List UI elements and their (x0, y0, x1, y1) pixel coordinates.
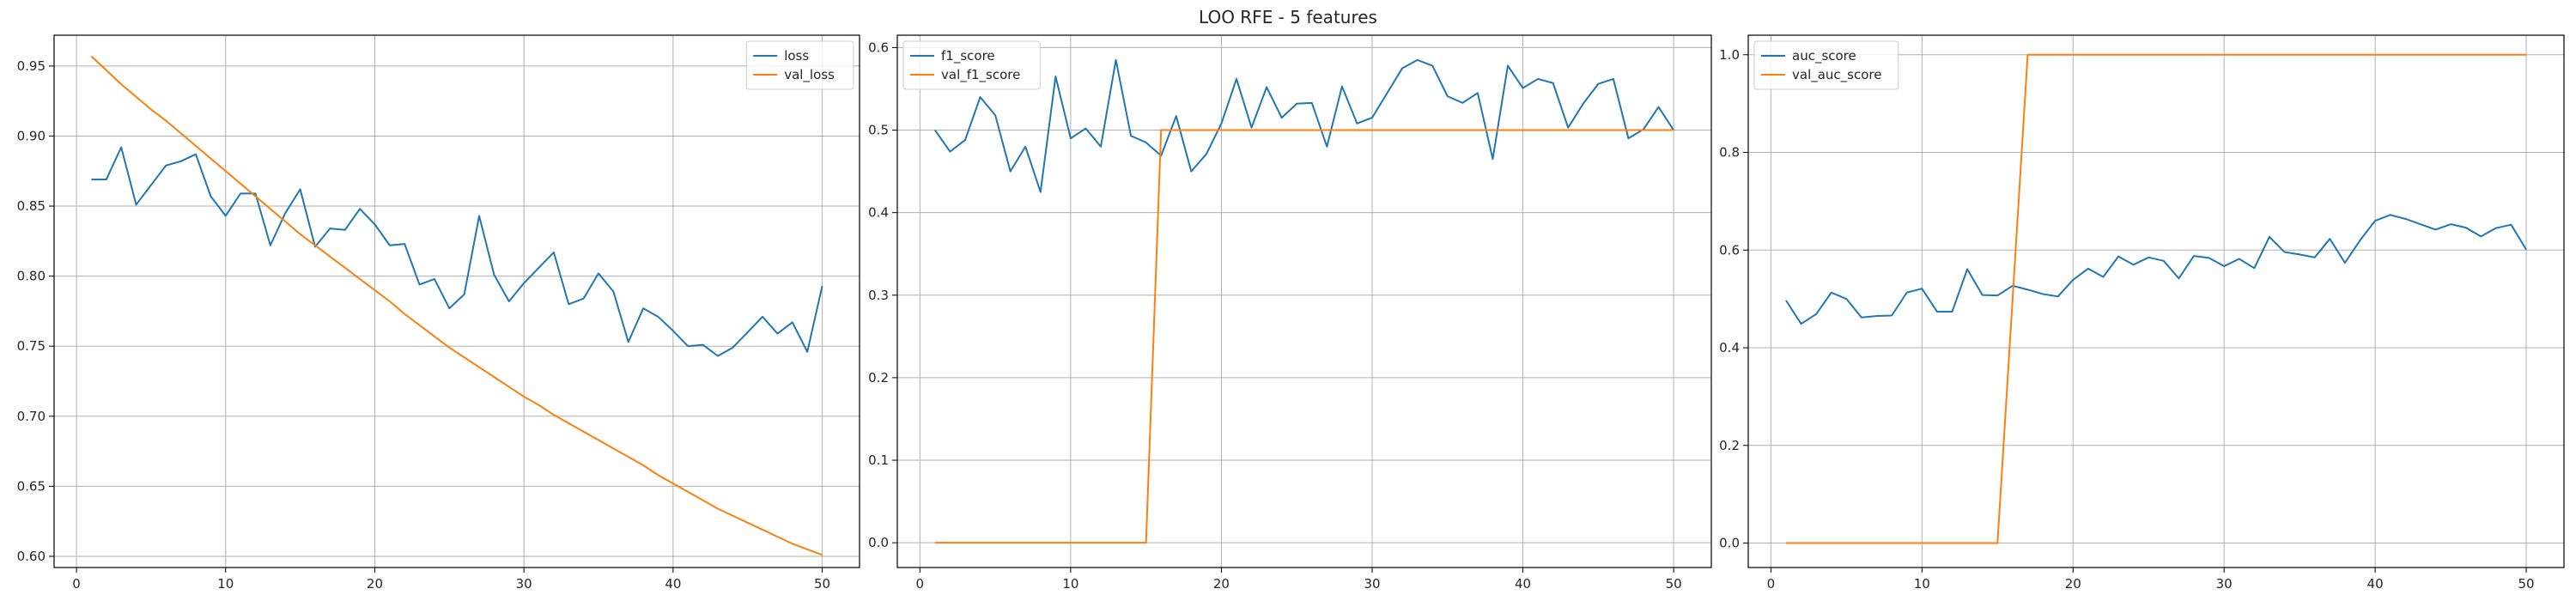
x-tick-label: 20 (1213, 576, 1230, 592)
axes-frame (1747, 34, 2565, 568)
x-tick-label: 50 (2518, 576, 2534, 592)
series-line-loss (91, 146, 823, 357)
x-tick-label: 0 (72, 576, 81, 592)
y-tick-label: 0.1 (868, 452, 889, 468)
series-lines (90, 55, 823, 556)
series-line-f1-score (934, 58, 1674, 193)
legend-label: auc_score (1792, 48, 1856, 64)
x-axis-ticks: 0 10 20 30 40 50 (72, 568, 830, 592)
y-tick-label: 0.75 (17, 338, 46, 354)
legend-box (745, 40, 854, 90)
y-tick-label: 0.80 (17, 269, 46, 284)
y-tick-label: 0.6 (868, 39, 889, 55)
legend-label: val_auc_score (1792, 67, 1882, 83)
x-tick-label: 40 (665, 576, 681, 592)
y-axis-ticks: 0.0 0.1 0.2 0.3 0.4 0.5 0.6 (868, 39, 897, 550)
legend: f1_score val_f1_score (902, 40, 1041, 90)
subplot-2: 0 10 20 30 40 50 0.0 0.1 0.2 0.3 0.4 0.5 0.6 f1_score… (868, 34, 1712, 592)
figure-suptitle: LOO RFE - 5 features (1199, 7, 1377, 27)
x-tick-label: 10 (1914, 576, 1930, 592)
y-axis-ticks: 0.60 0.65 0.70 0.75 0.80 0.85 0.90 0.95 (17, 58, 54, 564)
x-tick-label: 30 (516, 576, 532, 592)
legend-label: loss (784, 48, 809, 64)
axes-frame (896, 34, 1712, 568)
axes-frame (53, 34, 860, 568)
legend: auc_score val_auc_score (1753, 40, 1899, 90)
y-tick-label: 0.4 (868, 205, 889, 221)
y-tick-label: 0.0 (868, 535, 889, 550)
x-tick-label: 30 (1364, 576, 1380, 592)
legend-label: f1_score (941, 48, 995, 64)
y-tick-label: 0.60 (17, 549, 46, 564)
y-tick-label: 0.90 (17, 128, 46, 143)
x-tick-label: 0 (916, 576, 925, 592)
x-tick-label: 10 (1062, 576, 1078, 592)
x-tick-label: 30 (2216, 576, 2233, 592)
series-line-val-loss (90, 55, 823, 556)
y-tick-label: 0.95 (17, 58, 46, 74)
series-line-auc-score (1785, 214, 2527, 325)
subplot-3: 0 10 20 30 40 50 0.0 0.2 0.4 0.6 0.8 1.0 auc_scoreva… (1719, 34, 2565, 592)
y-tick-label: 0.4 (1719, 340, 1740, 355)
x-tick-label: 20 (367, 576, 383, 592)
x-tick-label: 0 (1767, 576, 1776, 592)
y-axis-ticks: 0.0 0.2 0.4 0.6 0.8 1.0 (1719, 47, 1748, 551)
subplots: 0 10 20 30 40 500.600.650.700.750.800.850.900… (17, 34, 2565, 592)
y-tick-label: 0.85 (17, 198, 46, 214)
series-lines (934, 58, 1674, 544)
series-lines (1785, 53, 2527, 544)
subplot-1: 0 10 20 30 40 500.600.650.700.750.800.850.900… (17, 34, 860, 592)
grid (54, 35, 860, 568)
y-tick-label: 0.2 (1719, 438, 1740, 453)
series-line-val-auc-score (1785, 53, 2527, 544)
y-tick-label: 0.8 (1719, 145, 1740, 161)
x-axis-ticks: 0 10 20 30 40 50 (916, 568, 1682, 592)
x-tick-label: 50 (814, 576, 830, 592)
legend-label: val_loss (784, 67, 835, 83)
x-tick-label: 50 (1666, 576, 1682, 592)
x-tick-label: 20 (2065, 576, 2081, 592)
x-tick-label: 40 (2367, 576, 2384, 592)
legend-box (902, 40, 1041, 90)
legend: loss val_loss (745, 40, 854, 90)
y-tick-label: 0.0 (1719, 536, 1740, 551)
y-tick-label: 1.0 (1719, 47, 1740, 63)
legend-box (1753, 40, 1899, 90)
y-tick-label: 0.6 (1719, 242, 1740, 258)
y-tick-label: 0.65 (17, 478, 46, 494)
legend-label: val_f1_score (941, 67, 1020, 83)
y-tick-label: 0.2 (868, 370, 889, 385)
x-axis-ticks: 0 10 20 30 40 50 (1767, 568, 2535, 592)
y-tick-label: 0.3 (868, 288, 889, 303)
y-tick-label: 0.70 (17, 409, 46, 424)
series-line-val-f1-score (934, 129, 1674, 544)
y-tick-label: 0.5 (868, 123, 889, 138)
x-tick-label: 40 (1515, 576, 1531, 592)
x-tick-label: 10 (217, 576, 234, 592)
